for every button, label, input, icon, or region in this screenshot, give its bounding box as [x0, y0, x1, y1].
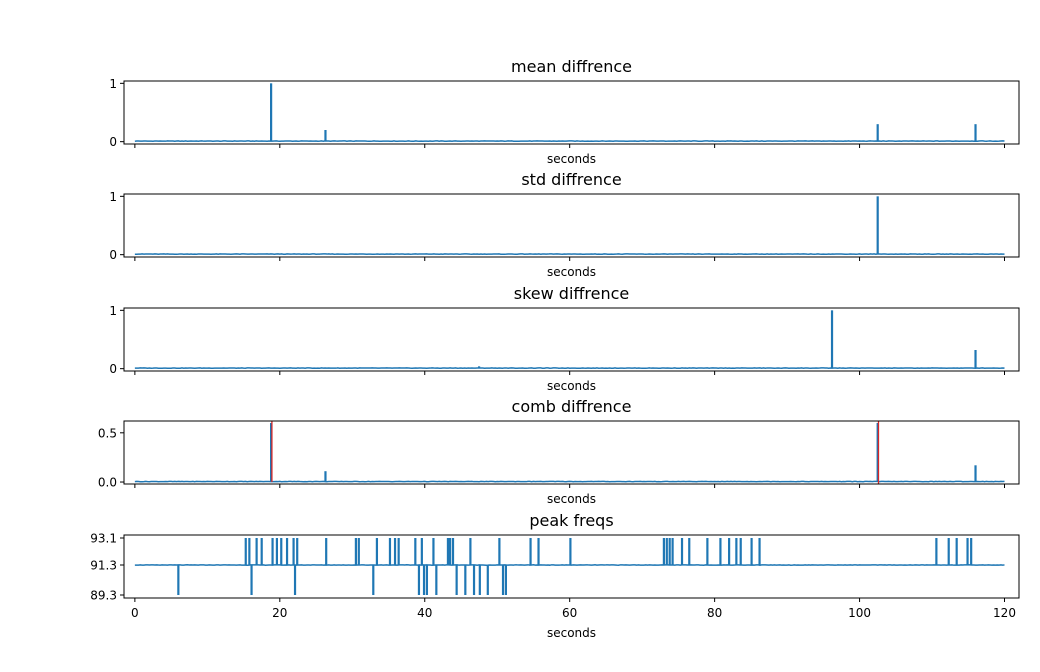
- x-axis-label: seconds: [547, 152, 596, 166]
- plot-area: [134, 310, 1005, 370]
- x-axis-label: seconds: [547, 265, 596, 279]
- subplot-1: mean diffrence 0 1 seconds: [109, 57, 1020, 166]
- y-tick-label: 91.3: [90, 559, 117, 573]
- axes-frame: [123, 420, 1020, 485]
- y-tick-label: 0.0: [98, 476, 117, 490]
- x-tick-label: 40: [417, 606, 432, 620]
- y-tick-label: 0: [109, 248, 117, 262]
- axes-frame: [123, 307, 1020, 372]
- y-tick-label: 1: [109, 304, 117, 318]
- y-tick-label: 0: [109, 135, 117, 149]
- x-axis-label: seconds: [547, 492, 596, 506]
- y-tick-label: 0.5: [98, 426, 117, 440]
- x-axis-label: seconds: [547, 379, 596, 393]
- subplot-title: peak freqs: [529, 511, 613, 530]
- subplot-2: std diffrence 0 1 seconds: [109, 170, 1020, 279]
- subplot-4: comb diffrence 0.0 0.5 seconds: [98, 397, 1020, 506]
- subplot-title: comb diffrence: [512, 397, 632, 416]
- subplot-title: skew diffrence: [514, 284, 630, 303]
- subplots: mean diffrence 0 1 seconds std diffrence 0 1 se…: [90, 57, 1020, 640]
- subplot-title: std diffrence: [521, 170, 621, 189]
- plot-area: [134, 196, 1005, 256]
- plot-area: [134, 83, 1005, 143]
- plot-area: [134, 421, 1005, 484]
- subplot-5: peak freqs 0 20 40 60 80 100 120 89.3 91.3 93.1 sec…: [90, 511, 1020, 640]
- x-axis-label: seconds: [547, 626, 596, 640]
- axes-frame: [123, 193, 1020, 258]
- x-tick-label: 100: [848, 606, 871, 620]
- x-tick-label: 60: [562, 606, 577, 620]
- x-tick-label: 120: [993, 606, 1016, 620]
- x-tick-label: 80: [707, 606, 722, 620]
- x-tick-label: 0: [131, 606, 139, 620]
- axes-frame: [123, 80, 1020, 145]
- y-tick-label: 93.1: [90, 532, 117, 546]
- y-tick-label: 1: [109, 77, 117, 91]
- y-tick-label: 89.3: [90, 589, 117, 603]
- plot-area: [134, 538, 1005, 595]
- y-tick-label: 1: [109, 190, 117, 204]
- axes-frame: [123, 534, 1020, 599]
- subplot-title: mean diffrence: [511, 57, 632, 76]
- y-tick-label: 0: [109, 362, 117, 376]
- subplot-3: skew diffrence 0 1 seconds: [109, 284, 1020, 393]
- x-tick-label: 20: [272, 606, 287, 620]
